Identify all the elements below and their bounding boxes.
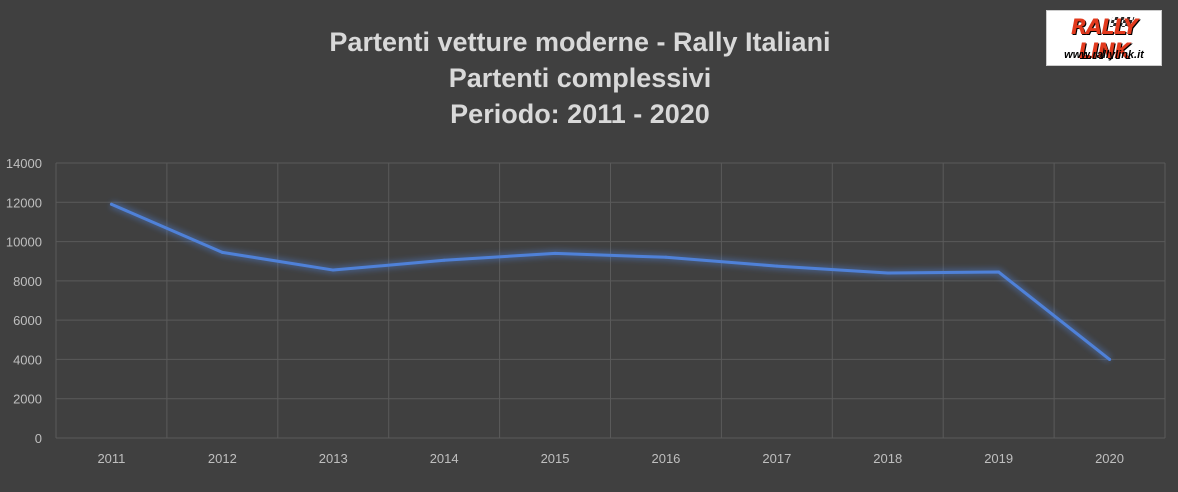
x-tick-label: 2018 — [873, 451, 902, 466]
y-tick-label: 4000 — [13, 352, 42, 367]
x-tick-label: 2013 — [319, 451, 348, 466]
series-line — [109, 202, 1112, 361]
data-point — [553, 251, 557, 255]
data-point — [664, 255, 668, 259]
x-tick-label: 2017 — [762, 451, 791, 466]
data-point — [997, 270, 1001, 274]
y-tick-label: 6000 — [13, 313, 42, 328]
data-point — [1108, 357, 1112, 361]
y-axis-ticks: 0 2000 4000 6000 8000 10000 12000 14000 — [6, 156, 42, 446]
data-point — [442, 258, 446, 262]
chart-title: Partenti vetture moderne - Rally Italian… — [0, 24, 1160, 132]
data-point — [109, 202, 113, 206]
y-tick-label: 8000 — [13, 274, 42, 289]
chart-title-line-2: Partenti complessivi — [448, 63, 712, 93]
logo-name: RALLY LINK — [1070, 15, 1138, 63]
series-group — [109, 201, 1112, 363]
x-tick-label: 2014 — [430, 451, 459, 466]
x-tick-label: 2012 — [208, 451, 237, 466]
x-axis-ticks: 2011 2012 2013 2014 2015 2016 2017 2018 2019 2020 — [97, 451, 1124, 466]
x-tick-label: 2019 — [984, 451, 1013, 466]
chart-title-line-3: Periodo: 2011 - 2020 — [450, 99, 710, 129]
chart-grid — [55, 162, 1166, 439]
logo-url: www.rallylink.it — [1064, 49, 1144, 61]
y-tick-label: 12000 — [6, 195, 42, 210]
y-tick-label: 2000 — [13, 392, 42, 407]
x-tick-label: 2015 — [541, 451, 570, 466]
x-tick-label: 2020 — [1095, 451, 1124, 466]
data-point — [775, 264, 779, 268]
y-tick-label: 10000 — [6, 235, 42, 250]
x-tick-label: 2011 — [97, 451, 125, 466]
chart-title-line-1: Partenti vetture moderne - Rally Italian… — [329, 27, 831, 57]
data-point — [220, 250, 224, 254]
rallylink-logo: RALLY LINK www.rallylink.it — [1046, 10, 1162, 66]
y-tick-label: 0 — [35, 431, 42, 446]
data-point — [886, 271, 890, 275]
y-tick-label: 14000 — [6, 156, 42, 171]
data-point — [331, 268, 335, 272]
x-tick-label: 2016 — [651, 451, 680, 466]
